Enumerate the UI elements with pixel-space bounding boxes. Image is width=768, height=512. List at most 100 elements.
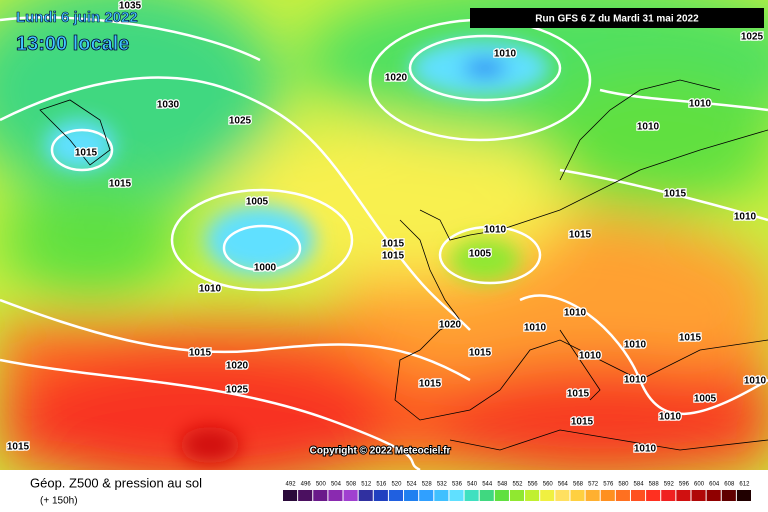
colorbar-label: 504 bbox=[331, 482, 342, 488]
colorbar-swatch bbox=[585, 490, 600, 501]
legend-subtitle: (+ 150h) bbox=[40, 496, 78, 507]
isobar-label: 1010 bbox=[734, 212, 757, 223]
colorbar-label: 600 bbox=[694, 482, 705, 488]
colorbar-swatch bbox=[434, 490, 449, 501]
colorbar-label: 576 bbox=[603, 482, 614, 488]
isobar-label: 1015 bbox=[382, 239, 405, 250]
colorbar: 492 496 500 504 508 512 516 520 524 528 532 536 540 5… bbox=[283, 482, 751, 501]
coastlines bbox=[39, 79, 768, 451]
isobar-labels: 1035102510101020103010251010101010151015… bbox=[6, 0, 768, 456]
forecast-date: Lundi 6 juin 2022 bbox=[16, 9, 138, 26]
colorbar-label: 584 bbox=[634, 482, 645, 488]
colorbar-swatch bbox=[479, 490, 494, 501]
isobar-label: 1030 bbox=[157, 100, 180, 111]
isobar-label: 1025 bbox=[229, 116, 252, 127]
colorbar-label: 532 bbox=[437, 482, 448, 488]
colorbar-swatch bbox=[646, 490, 661, 501]
isobar-label: 1010 bbox=[624, 375, 647, 386]
isobar-label: 1010 bbox=[564, 308, 587, 319]
colorbar-label: 580 bbox=[618, 482, 629, 488]
isobar-label: 1015 bbox=[569, 230, 592, 241]
colorbar-swatch bbox=[419, 490, 434, 501]
forecast-time: 13:00 locale bbox=[16, 33, 129, 55]
colorbar-label: 612 bbox=[739, 482, 750, 488]
colorbar-label: 556 bbox=[528, 482, 539, 488]
isobar-label: 1015 bbox=[382, 251, 405, 262]
colorbar-swatch bbox=[615, 490, 630, 501]
isobar-label: 1015 bbox=[664, 189, 687, 200]
isobar-label: 1010 bbox=[524, 323, 547, 334]
colorbar-swatch bbox=[328, 490, 343, 501]
isobar-label: 1005 bbox=[694, 394, 717, 405]
colorbar-swatch bbox=[706, 490, 721, 501]
colorbar-label: 564 bbox=[558, 482, 569, 488]
isobar-label: 1020 bbox=[385, 73, 408, 84]
colorbar-swatch bbox=[661, 490, 676, 501]
colorbar-swatch bbox=[630, 490, 646, 501]
isobar-label: 1010 bbox=[689, 99, 712, 110]
isobar-label: 1015 bbox=[75, 148, 98, 159]
colorbar-label: 548 bbox=[497, 482, 508, 488]
colorbar-label: 552 bbox=[512, 482, 523, 488]
isobar-label: 1010 bbox=[579, 351, 602, 362]
isobar-label: 1015 bbox=[469, 348, 492, 359]
isobar-label: 1010 bbox=[634, 444, 657, 455]
legend-title: Géop. Z500 & pression au sol bbox=[30, 475, 202, 490]
colorbar-label: 536 bbox=[452, 482, 463, 488]
colorbar-swatch bbox=[313, 490, 328, 501]
colorbar-swatch bbox=[540, 490, 555, 501]
isobar-label: 1005 bbox=[469, 249, 492, 260]
isobar-label: 1005 bbox=[246, 197, 269, 208]
colorbar-swatch bbox=[494, 490, 509, 501]
colorbar-swatch bbox=[283, 490, 298, 501]
colorbar-label: 516 bbox=[376, 482, 387, 488]
colorbar-swatch bbox=[691, 490, 706, 501]
colorbar-label: 520 bbox=[391, 482, 402, 488]
colorbar-swatch bbox=[464, 490, 479, 501]
run-info: Run GFS 6 Z du Mardi 31 mai 2022 bbox=[535, 14, 699, 25]
colorbar-label: 524 bbox=[407, 482, 418, 488]
colorbar-swatch bbox=[509, 490, 525, 501]
colorbar-label: 592 bbox=[664, 482, 675, 488]
isobar-label: 1010 bbox=[659, 412, 682, 423]
run-box bbox=[470, 8, 764, 28]
colorbar-swatch bbox=[449, 490, 464, 501]
colorbar-label: 528 bbox=[422, 482, 433, 488]
colorbar-label: 500 bbox=[316, 482, 327, 488]
colorbar-swatch bbox=[373, 490, 388, 501]
colorbar-label: 596 bbox=[679, 482, 690, 488]
colorbar-swatch bbox=[555, 490, 570, 501]
isobar-label: 1010 bbox=[494, 49, 517, 60]
isobar-label: 1015 bbox=[7, 442, 30, 453]
isobar-label: 1010 bbox=[484, 225, 507, 236]
colorbar-swatch bbox=[570, 490, 585, 501]
colorbar-swatch bbox=[358, 490, 373, 501]
isobar-label: 1015 bbox=[679, 333, 702, 344]
colorbar-label: 560 bbox=[543, 482, 554, 488]
colorbar-label: 588 bbox=[649, 482, 660, 488]
isobar-label: 1010 bbox=[744, 376, 767, 387]
isobar-label: 1015 bbox=[189, 348, 212, 359]
copyright: Copyright © 2022 Meteociel.fr bbox=[310, 446, 451, 457]
colorbar-label: 496 bbox=[301, 482, 312, 488]
colorbar-label: 508 bbox=[346, 482, 357, 488]
colorbar-swatch bbox=[676, 490, 691, 501]
colorbar-swatch bbox=[388, 490, 404, 501]
colorbar-label: 512 bbox=[361, 482, 372, 488]
isobar-label: 1010 bbox=[637, 122, 660, 133]
colorbar-label: 608 bbox=[724, 482, 735, 488]
isobar-label: 1035 bbox=[119, 1, 142, 12]
colorbar-swatch bbox=[404, 490, 419, 501]
colorbar-label: 568 bbox=[573, 482, 584, 488]
isobar-label: 1015 bbox=[567, 389, 590, 400]
isobar-label: 1015 bbox=[419, 379, 442, 390]
colorbar-label: 572 bbox=[588, 482, 599, 488]
colorbar-swatch bbox=[298, 490, 313, 501]
isobar-label: 1020 bbox=[226, 361, 249, 372]
isobar-label: 1025 bbox=[226, 385, 249, 396]
colorbar-label: 540 bbox=[467, 482, 478, 488]
isobar-label: 1020 bbox=[439, 320, 462, 331]
colorbar-swatch bbox=[721, 490, 736, 501]
isobar-label: 1010 bbox=[624, 340, 647, 351]
